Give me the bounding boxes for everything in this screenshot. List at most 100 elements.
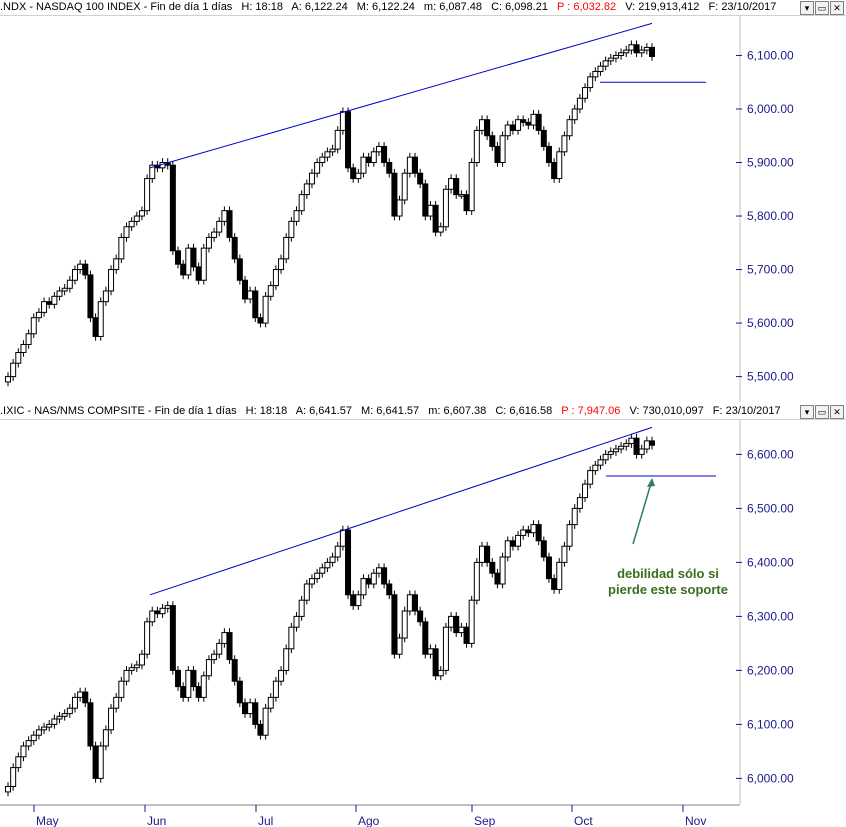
candle-body (386, 162, 393, 174)
candle-body (283, 648, 290, 671)
candle-body (484, 119, 491, 137)
candle-body (51, 718, 58, 725)
candle-body (597, 65, 604, 73)
candle-body (138, 210, 145, 217)
candle-body (478, 545, 485, 563)
candle-body (278, 669, 285, 682)
y-tick-label: 6,000.00 (747, 102, 794, 116)
candle-body (77, 691, 84, 698)
candle-body (66, 707, 73, 715)
candle-body (41, 726, 48, 731)
candle-body (499, 135, 506, 164)
candle-body (236, 258, 243, 281)
candle-body (30, 734, 37, 742)
candle-body (308, 172, 315, 185)
x-tick-label: Nov (685, 814, 706, 827)
candle-body (370, 151, 377, 164)
candle-body (448, 615, 455, 628)
minimize-icon[interactable]: ▾ (800, 405, 814, 419)
header-high: M: 6,641.57 (361, 405, 420, 417)
candle-body (412, 594, 419, 612)
candle-body (499, 556, 506, 585)
header-time: H: 18:18 (241, 1, 283, 13)
x-tick-label: Sep (474, 814, 496, 827)
restore-icon[interactable]: ▭ (815, 405, 829, 419)
y-tick-label: 6,000.00 (747, 771, 794, 785)
y-tick-label: 5,500.00 (747, 370, 794, 384)
candle-body (381, 567, 388, 585)
chart-header: .IXIC - NAS/NMS COMPSITE - Fin de día 1 … (0, 404, 846, 420)
candle-body (252, 702, 259, 725)
candle-body (190, 669, 197, 688)
candle-body (551, 162, 558, 180)
x-axis-ticks: May Jun Jul Ago Sep Oct Nov (0, 804, 740, 827)
candle-body (473, 561, 480, 601)
candle-body (46, 723, 53, 728)
header-high: M: 6,122.24 (356, 1, 415, 13)
close-icon[interactable]: ✕ (830, 1, 844, 15)
candle-body (494, 145, 501, 164)
candle-body (437, 226, 444, 233)
header-low: m: 6,087.48 (423, 1, 483, 13)
candle-body (324, 561, 331, 569)
candle-body (283, 236, 290, 260)
header-volume: V: 219,913,412 (625, 1, 700, 13)
header-low: m: 6,607.38 (428, 405, 487, 417)
candle-body (334, 545, 341, 558)
header-symbol: .IXIC - NAS/NMS COMPSITE - Fin de día 1 … (0, 405, 237, 417)
candle-body (458, 194, 465, 197)
candle-body (396, 637, 403, 655)
candle-body (298, 194, 305, 212)
candle-body (520, 119, 527, 123)
candle-body (102, 729, 109, 747)
candle-body (535, 524, 542, 542)
candle-body (185, 247, 192, 276)
candle-body (236, 680, 243, 704)
y-tick-label: 5,700.00 (747, 263, 794, 277)
header-volume: V: 730,010,097 (629, 405, 704, 417)
candle-body (241, 279, 248, 300)
candle-body (623, 49, 630, 54)
close-icon[interactable]: ✕ (830, 405, 844, 419)
candle-body (205, 236, 212, 249)
candle-body (422, 621, 429, 655)
x-tick-label: Jul (258, 814, 273, 827)
candle-body (520, 529, 527, 536)
candle-body (319, 567, 326, 574)
candle-body (417, 610, 424, 623)
candle-body (618, 52, 625, 56)
candle-body (46, 301, 53, 305)
candle-body (628, 44, 635, 51)
candle-body (293, 615, 300, 628)
candle-body (195, 266, 202, 281)
candle-body (82, 691, 89, 704)
candle-body (200, 675, 207, 698)
candle-body (504, 124, 511, 137)
candle-body (561, 135, 568, 153)
candle-body (515, 119, 522, 131)
candle-body (494, 572, 501, 585)
candle-body (77, 263, 84, 271)
candle-body (185, 669, 192, 698)
candle-body (582, 87, 589, 99)
candle-body (180, 686, 187, 698)
candle-body (25, 333, 32, 345)
candle-body (247, 290, 254, 300)
restore-icon[interactable]: ▭ (815, 1, 829, 15)
candle-body (118, 680, 125, 698)
candle-body (509, 540, 516, 547)
header-date: F: 23/10/2017 (712, 405, 781, 417)
candle-body (345, 529, 352, 596)
candle-body (159, 607, 166, 615)
candle-body (144, 621, 151, 655)
candle-body (602, 60, 609, 67)
candle-body (442, 626, 449, 671)
candle-body (453, 178, 460, 196)
candle-body (35, 311, 42, 319)
candle-body (530, 113, 537, 126)
minimize-icon[interactable]: ▾ (800, 1, 814, 15)
candle-body (257, 723, 264, 736)
candle-body (30, 317, 37, 335)
candle-body (329, 556, 336, 563)
candle-body (582, 483, 589, 499)
